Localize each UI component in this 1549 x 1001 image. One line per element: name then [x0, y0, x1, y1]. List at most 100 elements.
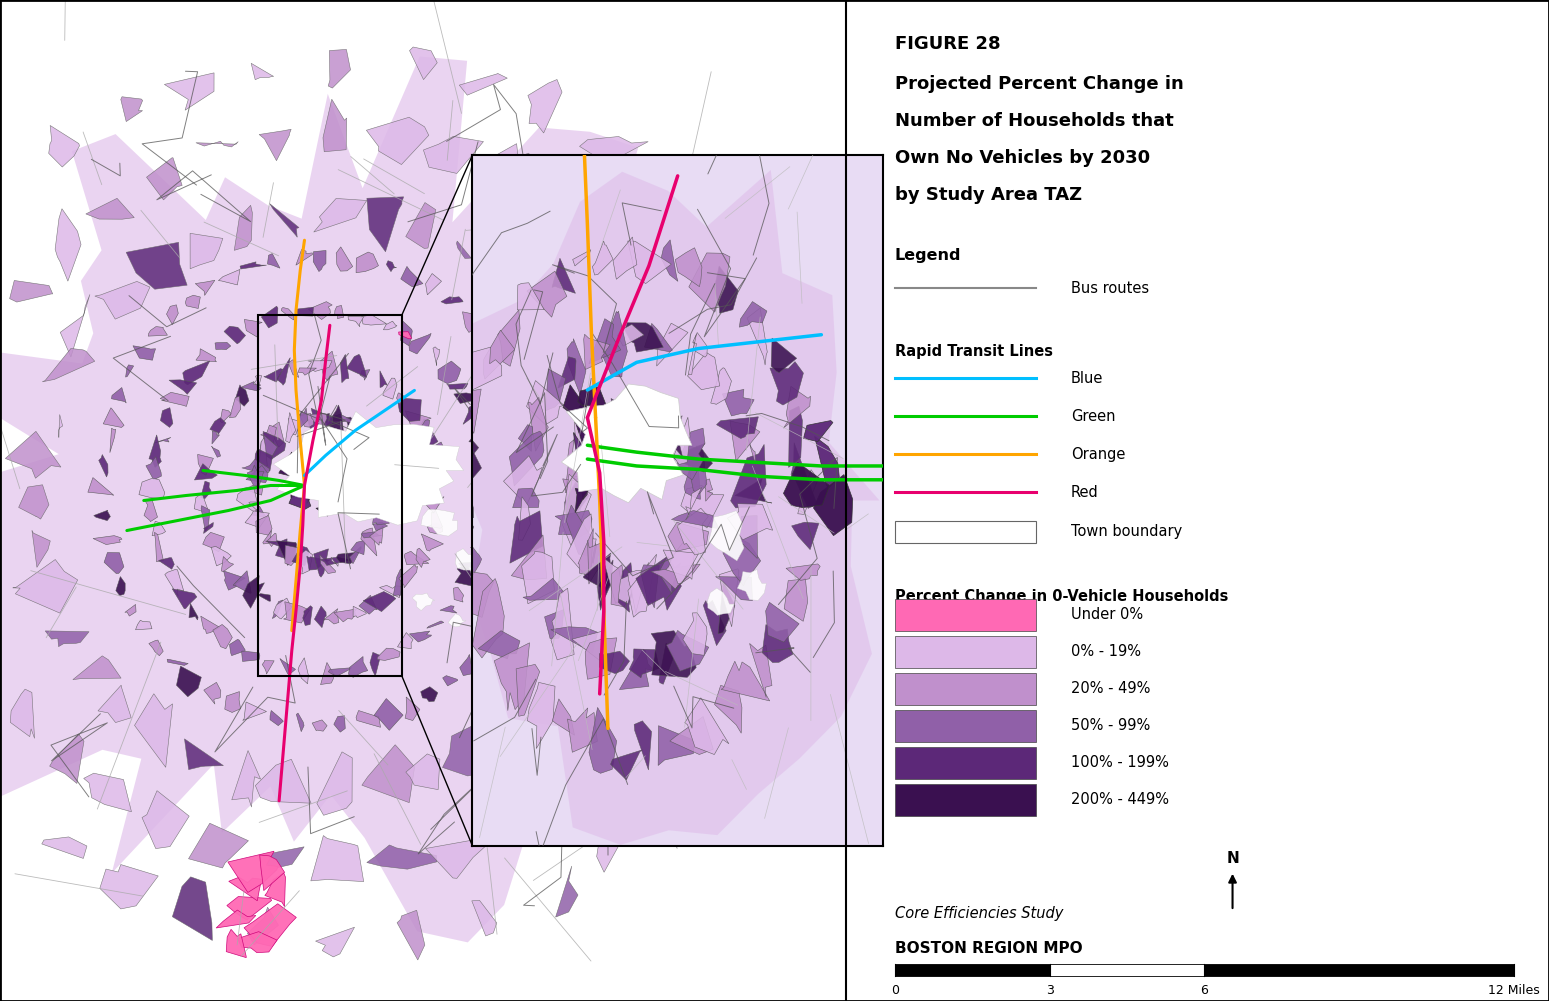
Polygon shape — [714, 266, 739, 313]
Polygon shape — [511, 535, 547, 580]
Polygon shape — [260, 847, 304, 870]
Polygon shape — [112, 387, 125, 403]
Polygon shape — [237, 932, 277, 953]
Polygon shape — [252, 507, 265, 517]
Polygon shape — [297, 368, 316, 375]
Polygon shape — [135, 621, 152, 630]
Point — [886, 448, 905, 460]
Text: Bus routes: Bus routes — [1070, 281, 1149, 295]
Polygon shape — [520, 579, 531, 590]
Polygon shape — [522, 552, 555, 604]
Polygon shape — [455, 170, 880, 845]
Polygon shape — [125, 605, 136, 616]
Polygon shape — [186, 295, 200, 308]
Polygon shape — [762, 625, 793, 663]
Polygon shape — [273, 600, 283, 619]
Polygon shape — [423, 136, 483, 173]
Polygon shape — [717, 416, 759, 438]
Polygon shape — [621, 522, 655, 560]
Polygon shape — [666, 631, 709, 672]
Polygon shape — [19, 484, 50, 520]
Polygon shape — [771, 338, 796, 372]
Polygon shape — [280, 452, 299, 468]
Polygon shape — [666, 539, 696, 580]
Polygon shape — [347, 418, 364, 430]
Polygon shape — [401, 266, 423, 287]
Polygon shape — [426, 273, 441, 295]
Polygon shape — [177, 666, 201, 697]
Polygon shape — [248, 465, 263, 492]
Polygon shape — [383, 378, 397, 399]
Polygon shape — [328, 668, 352, 676]
Text: Red: Red — [1070, 485, 1098, 499]
Polygon shape — [804, 420, 833, 441]
Polygon shape — [688, 352, 720, 389]
Polygon shape — [500, 231, 545, 294]
Polygon shape — [277, 541, 296, 566]
Polygon shape — [316, 505, 336, 517]
Polygon shape — [409, 333, 431, 354]
Polygon shape — [155, 533, 164, 562]
Polygon shape — [161, 407, 173, 427]
Polygon shape — [452, 480, 474, 518]
Polygon shape — [259, 129, 291, 161]
Polygon shape — [596, 834, 620, 872]
Polygon shape — [770, 361, 804, 405]
Polygon shape — [60, 294, 90, 357]
Polygon shape — [424, 496, 445, 513]
Polygon shape — [527, 380, 564, 424]
Polygon shape — [734, 275, 779, 327]
Polygon shape — [460, 655, 472, 676]
Polygon shape — [663, 550, 699, 584]
Polygon shape — [245, 319, 262, 337]
Polygon shape — [658, 414, 683, 456]
Polygon shape — [524, 579, 564, 601]
Polygon shape — [290, 492, 311, 510]
Polygon shape — [409, 631, 432, 642]
Polygon shape — [226, 929, 246, 958]
Polygon shape — [595, 216, 618, 277]
Polygon shape — [270, 203, 299, 237]
Polygon shape — [604, 397, 644, 425]
Polygon shape — [651, 565, 700, 590]
Polygon shape — [349, 657, 367, 678]
Polygon shape — [373, 445, 389, 463]
Polygon shape — [652, 783, 677, 849]
Polygon shape — [336, 553, 359, 564]
Polygon shape — [479, 642, 486, 657]
Polygon shape — [598, 427, 627, 469]
Polygon shape — [565, 506, 596, 564]
Polygon shape — [471, 541, 486, 553]
Polygon shape — [406, 754, 440, 790]
Polygon shape — [88, 477, 115, 495]
Polygon shape — [327, 405, 344, 431]
Polygon shape — [158, 558, 175, 570]
Polygon shape — [497, 310, 520, 366]
Polygon shape — [242, 485, 263, 495]
Polygon shape — [545, 610, 564, 639]
Polygon shape — [813, 474, 852, 536]
Polygon shape — [378, 471, 395, 492]
Polygon shape — [677, 509, 708, 555]
Polygon shape — [98, 685, 132, 723]
Polygon shape — [197, 141, 239, 147]
Polygon shape — [280, 659, 296, 675]
Polygon shape — [658, 726, 694, 766]
Polygon shape — [610, 398, 651, 423]
Polygon shape — [683, 613, 706, 656]
Polygon shape — [613, 237, 637, 279]
Polygon shape — [347, 354, 367, 377]
Polygon shape — [313, 250, 325, 271]
Polygon shape — [406, 410, 431, 429]
Polygon shape — [359, 433, 390, 453]
Polygon shape — [519, 424, 533, 451]
Polygon shape — [273, 598, 293, 619]
Polygon shape — [618, 573, 638, 604]
Text: Legend: Legend — [895, 248, 962, 263]
Point — [1027, 282, 1046, 294]
Point — [1027, 410, 1046, 422]
Polygon shape — [627, 563, 649, 614]
Polygon shape — [675, 248, 702, 286]
Polygon shape — [459, 562, 488, 570]
Polygon shape — [314, 549, 328, 578]
